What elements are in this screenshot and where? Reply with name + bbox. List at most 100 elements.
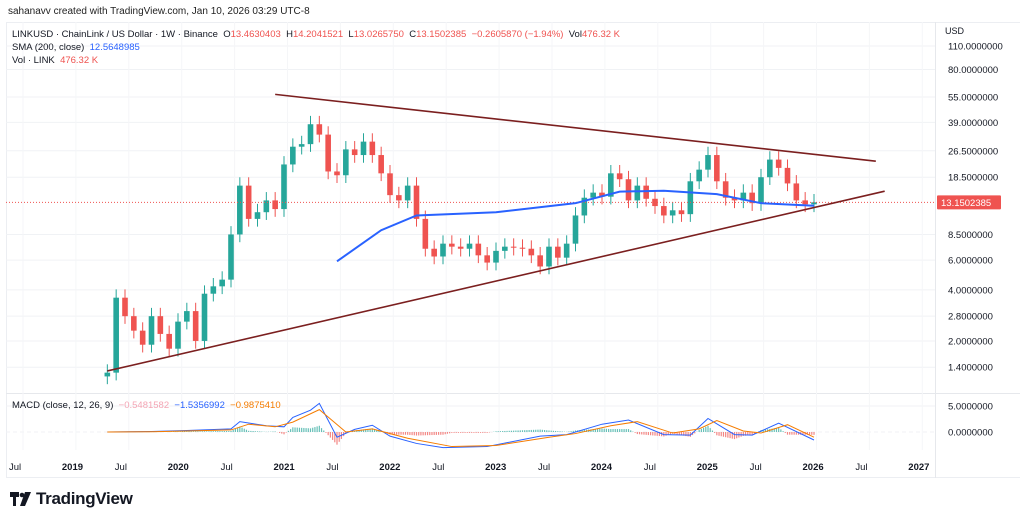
pane-divider[interactable] (6, 393, 1020, 394)
candle (784, 167, 791, 184)
vol-value: 476.32 K (581, 29, 621, 40)
low-label: L (348, 29, 354, 40)
high-value: 14.2041521 (292, 29, 344, 40)
candle (166, 333, 172, 349)
candle (546, 246, 552, 267)
tradingview-logo[interactable]: TradingView (10, 489, 133, 509)
candle (537, 255, 543, 267)
price-axis-divider (935, 22, 936, 478)
candle (457, 246, 464, 249)
candle (634, 185, 641, 201)
time-tick-label: Jul (9, 462, 21, 473)
last-price-badge (937, 195, 1001, 210)
candle (599, 192, 605, 197)
candle (184, 311, 190, 322)
chart-legend: LINKUSD · ChainLink / US Dollar · 1W · B… (12, 28, 620, 67)
open-value: 13.4630403 (230, 29, 281, 40)
high-label: H (286, 29, 293, 40)
time-tick-label: Jul (644, 462, 656, 473)
candle (343, 149, 349, 176)
macd-tick-label: 5.0000000 (948, 402, 993, 413)
candle (811, 202, 817, 205)
close-label: C (409, 29, 417, 40)
close-value: 13.1502385 (416, 29, 467, 40)
sma-legend-row[interactable]: SMA (200, close) 12.5648985 (12, 41, 620, 54)
candle (192, 311, 199, 341)
open-label: O (223, 29, 231, 40)
time-tick-label: Jul (750, 462, 762, 473)
low-value: 13.0265750 (353, 29, 404, 40)
time-tick-label: Jul (115, 462, 127, 473)
time-tick-label: 2022 (379, 462, 400, 473)
candle (378, 155, 384, 174)
candle (237, 185, 243, 235)
macd-legend[interactable]: MACD (close, 12, 26, 9) −0.5481582 −1.53… (12, 400, 281, 411)
price-tick-label: 80.0000000 (948, 65, 998, 76)
candle (148, 316, 155, 345)
candle (793, 183, 800, 201)
candle (245, 185, 252, 219)
candle (104, 372, 111, 377)
price-tick-label: 2.0000000 (948, 336, 993, 347)
time-tick-label: Jul (221, 462, 233, 473)
time-tick-label: 2021 (274, 462, 296, 473)
candle (661, 206, 667, 216)
candle (572, 215, 579, 244)
time-tick-label: 2024 (591, 462, 613, 473)
time-tick-label: Jul (855, 462, 867, 473)
candle (466, 243, 473, 249)
time-tick-label: Jul (538, 462, 550, 473)
candle (687, 181, 694, 215)
candle (643, 185, 649, 199)
symbol-title: LINKUSD · ChainLink / US Dollar · 1W · B… (12, 29, 218, 40)
candle (290, 146, 296, 165)
time-tick-label: Jul (326, 462, 338, 473)
candle (802, 200, 808, 205)
candle (334, 171, 340, 176)
candle (387, 173, 393, 196)
candle (767, 159, 773, 178)
candle (316, 124, 323, 135)
candle (298, 144, 305, 147)
candle (131, 316, 137, 331)
sma-200-line (336, 189, 815, 263)
price-tick-label: 1.4000000 (948, 363, 993, 374)
candle (555, 246, 561, 258)
candle (714, 155, 720, 182)
candle (758, 177, 764, 204)
macd-hist-value: −0.5481582 (118, 400, 170, 411)
candle (351, 149, 358, 156)
candle (722, 181, 729, 198)
price-tick-label: 8.5000000 (948, 230, 993, 241)
price-tick-label: 18.5000000 (948, 173, 998, 184)
tradingview-logo-icon (10, 492, 31, 506)
candle (201, 293, 208, 341)
candle (502, 246, 508, 251)
candle (263, 200, 270, 213)
candle (740, 192, 747, 201)
price-tick-label: 39.0000000 (948, 118, 998, 129)
candle (396, 195, 402, 201)
candle (484, 255, 490, 263)
trendline (275, 93, 876, 162)
volume-legend-row[interactable]: Vol · LINK 476.32 K (12, 54, 620, 67)
price-tick-label: 110.0000000 (948, 42, 1003, 53)
candle (528, 248, 535, 256)
candle (749, 192, 755, 204)
candle (175, 321, 181, 349)
sma-label: SMA (200, close) (12, 42, 85, 53)
macd-label: MACD (close, 12, 26, 9) (12, 400, 114, 411)
symbol-legend-row[interactable]: LINKUSD · ChainLink / US Dollar · 1W · B… (12, 28, 620, 41)
candle (422, 218, 429, 249)
last-price-label: 13.1502385 (941, 198, 991, 209)
trendline (107, 190, 885, 372)
currency-label[interactable]: USD (945, 26, 965, 36)
candle (590, 192, 596, 198)
candle (581, 197, 588, 216)
time-tick-label: 2019 (62, 462, 83, 473)
candle (510, 246, 517, 248)
candle (449, 243, 455, 247)
candle (493, 250, 499, 263)
candle (281, 164, 287, 210)
